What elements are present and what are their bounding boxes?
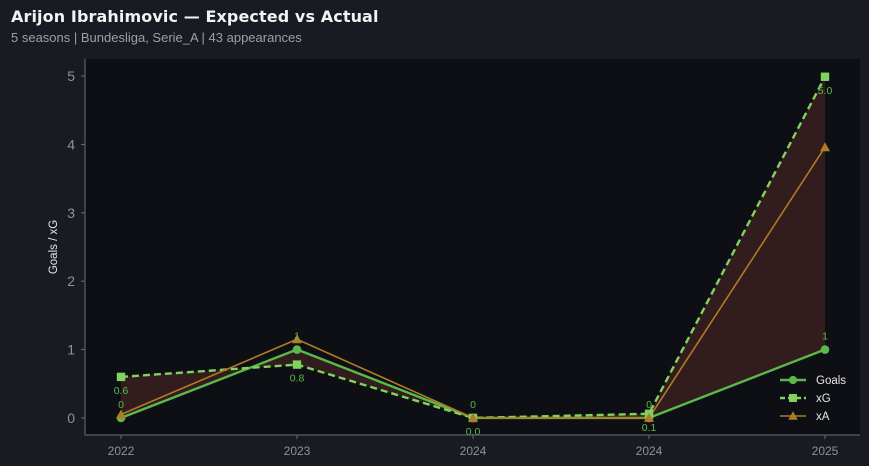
- legend-marker-goals: [788, 375, 798, 385]
- x-tick-label: 2025: [812, 444, 839, 458]
- legend-label-goals: Goals: [816, 375, 846, 387]
- x-tick-label: 2024: [460, 444, 487, 458]
- y-tick-label: 5: [67, 68, 75, 84]
- x-tick-label: 2023: [284, 444, 311, 458]
- data-label-xg: 0.6: [114, 385, 129, 397]
- data-label-xg: 0.1: [642, 422, 657, 434]
- data-point-xa: [820, 142, 830, 152]
- data-label-goals: 0: [470, 399, 476, 411]
- data-label-goals: 0: [646, 399, 652, 411]
- data-point-goals: [820, 345, 830, 354]
- y-tick-label: 2: [67, 273, 75, 289]
- y-tick-label: 1: [67, 342, 75, 358]
- legend-marker-xa: [788, 411, 798, 420]
- legend-label-xg: xG: [816, 393, 831, 405]
- data-label-xg: 5.0: [818, 85, 833, 97]
- data-point-goals: [292, 345, 302, 354]
- data-point-xa: [468, 412, 478, 422]
- chart-title: Arijon Ibrahimovic — Expected vs Actual: [11, 7, 379, 26]
- data-label-goals: 1: [822, 331, 828, 343]
- legend-marker-xg: [789, 394, 797, 402]
- data-label-goals: 0: [118, 399, 124, 411]
- x-tick-label: 2024: [636, 444, 663, 458]
- data-label-xg: 0.8: [290, 373, 305, 385]
- legend-label-xa: xA: [816, 411, 830, 423]
- data-point-xa: [644, 412, 654, 422]
- data-point-xg: [292, 360, 302, 369]
- y-axis-label: Goals / xG: [48, 220, 60, 274]
- data-point-xg: [820, 72, 830, 81]
- y-tick-label: 3: [67, 205, 75, 221]
- data-label-goals: 1: [294, 331, 300, 343]
- data-point-xg: [116, 372, 126, 382]
- y-tick-label: 4: [67, 136, 75, 152]
- data-point-xa: [116, 409, 126, 419]
- data-point-xa: [292, 334, 302, 344]
- y-tick-label: 0: [67, 410, 75, 426]
- chart-subtitle: 5 seasons | Bundesliga, Serie_A | 43 app…: [11, 30, 302, 45]
- series-line-xg: [120, 76, 827, 420]
- x-tick-label: 2022: [108, 444, 135, 458]
